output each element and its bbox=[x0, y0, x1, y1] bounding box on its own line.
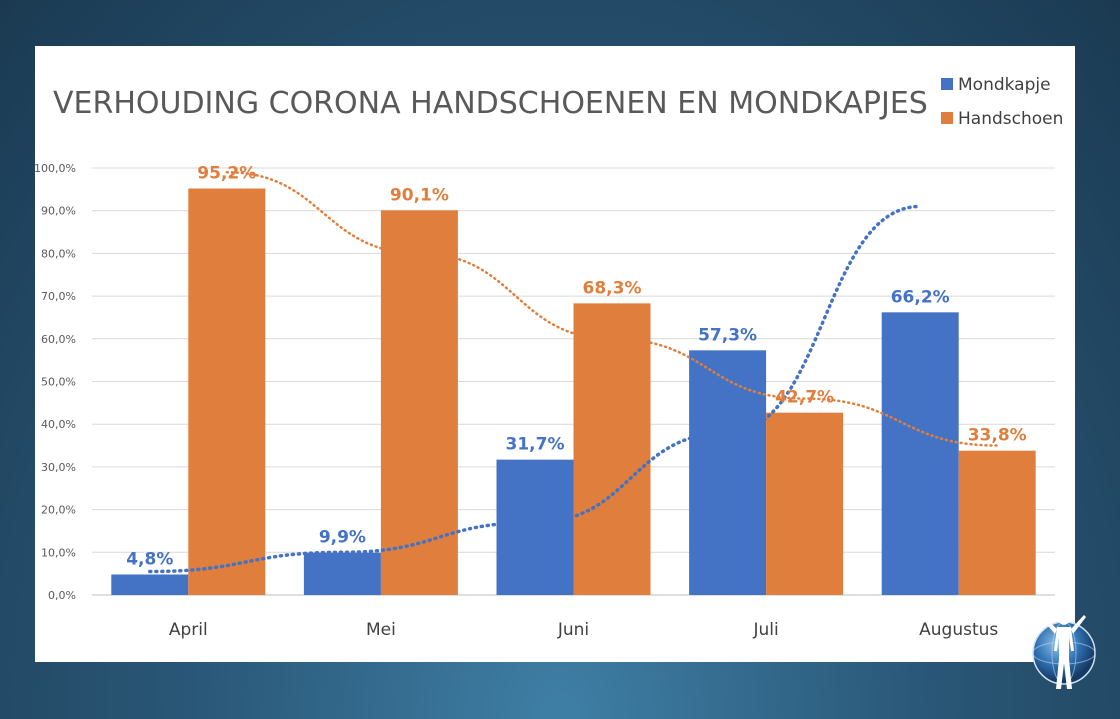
data-label: 68,3% bbox=[583, 278, 642, 298]
data-label: 66,2% bbox=[891, 287, 950, 307]
data-label: 4,8% bbox=[126, 550, 173, 570]
data-label: 95,2% bbox=[197, 163, 256, 183]
trendline-mondkapje bbox=[148, 204, 922, 574]
bars bbox=[111, 188, 1036, 595]
x-axis-categories: April Mei Juni Juli Augustus bbox=[169, 620, 999, 640]
bar-handschoen-augustus bbox=[958, 450, 1036, 595]
bar-handschoen-mei bbox=[380, 210, 458, 595]
globe-figure-logo bbox=[1032, 615, 1096, 689]
bar-handschoen-april bbox=[188, 188, 266, 595]
y-tick-label: 70,0% bbox=[41, 290, 76, 303]
data-label: 33,8% bbox=[968, 426, 1027, 446]
bar-mondkapje-april bbox=[111, 574, 189, 595]
y-axis-ticks: 0,0% 10,0% 20,0% 30,0% 40,0% 50,0% 60,0% 70,0% 8… bbox=[35, 162, 76, 602]
legend: Mondkapje Handschoen bbox=[941, 75, 1063, 129]
bar-mondkapje-juli bbox=[689, 350, 767, 595]
data-label: 90,1% bbox=[390, 185, 449, 205]
y-tick-label: 50,0% bbox=[41, 376, 76, 389]
y-tick-label: 30,0% bbox=[41, 461, 76, 474]
y-tick-label: 40,0% bbox=[41, 418, 76, 431]
data-label: 57,3% bbox=[698, 325, 757, 345]
x-tick-label: Juni bbox=[557, 620, 589, 640]
chart-title: VERHOUDING CORONA HANDSCHOENEN EN MONDKA… bbox=[53, 86, 928, 121]
bar-handschoen-juni bbox=[573, 303, 651, 595]
bar-mondkapje-juni bbox=[496, 459, 574, 595]
x-tick-label: April bbox=[169, 620, 208, 640]
bar-chart: VERHOUDING CORONA HANDSCHOENEN EN MONDKA… bbox=[35, 75, 1063, 640]
bar-mondkapje-mei bbox=[303, 552, 381, 595]
bar-handschoen-juli bbox=[766, 412, 844, 595]
y-tick-label: 80,0% bbox=[41, 247, 76, 260]
legend-swatch bbox=[941, 112, 953, 124]
y-tick-label: 60,0% bbox=[41, 333, 76, 346]
trendline-handschoen bbox=[225, 171, 999, 447]
trendlines bbox=[148, 171, 999, 574]
chart-panel: VERHOUDING CORONA HANDSCHOENEN EN MONDKA… bbox=[35, 46, 1075, 662]
bar-mondkapje-augustus bbox=[881, 312, 959, 595]
data-label: 9,9% bbox=[319, 528, 366, 548]
data-label: 42,7% bbox=[775, 388, 834, 408]
y-tick-label: 100,0% bbox=[35, 162, 76, 175]
y-tick-label: 90,0% bbox=[41, 205, 76, 218]
y-tick-label: 0,0% bbox=[48, 589, 76, 602]
legend-label: Handschoen bbox=[958, 109, 1063, 129]
x-tick-label: Mei bbox=[366, 620, 396, 640]
data-labels: 4,8% 9,9% 31,7% 57,3% 66,2% 95,2% 90,1% 68,3% 42… bbox=[126, 163, 1026, 569]
y-tick-label: 10,0% bbox=[41, 546, 76, 559]
x-tick-label: Juli bbox=[752, 620, 778, 640]
legend-label: Mondkapje bbox=[958, 75, 1051, 95]
y-tick-label: 20,0% bbox=[41, 504, 76, 517]
data-label: 31,7% bbox=[506, 435, 565, 455]
legend-swatch bbox=[941, 78, 953, 90]
x-tick-label: Augustus bbox=[919, 620, 998, 640]
